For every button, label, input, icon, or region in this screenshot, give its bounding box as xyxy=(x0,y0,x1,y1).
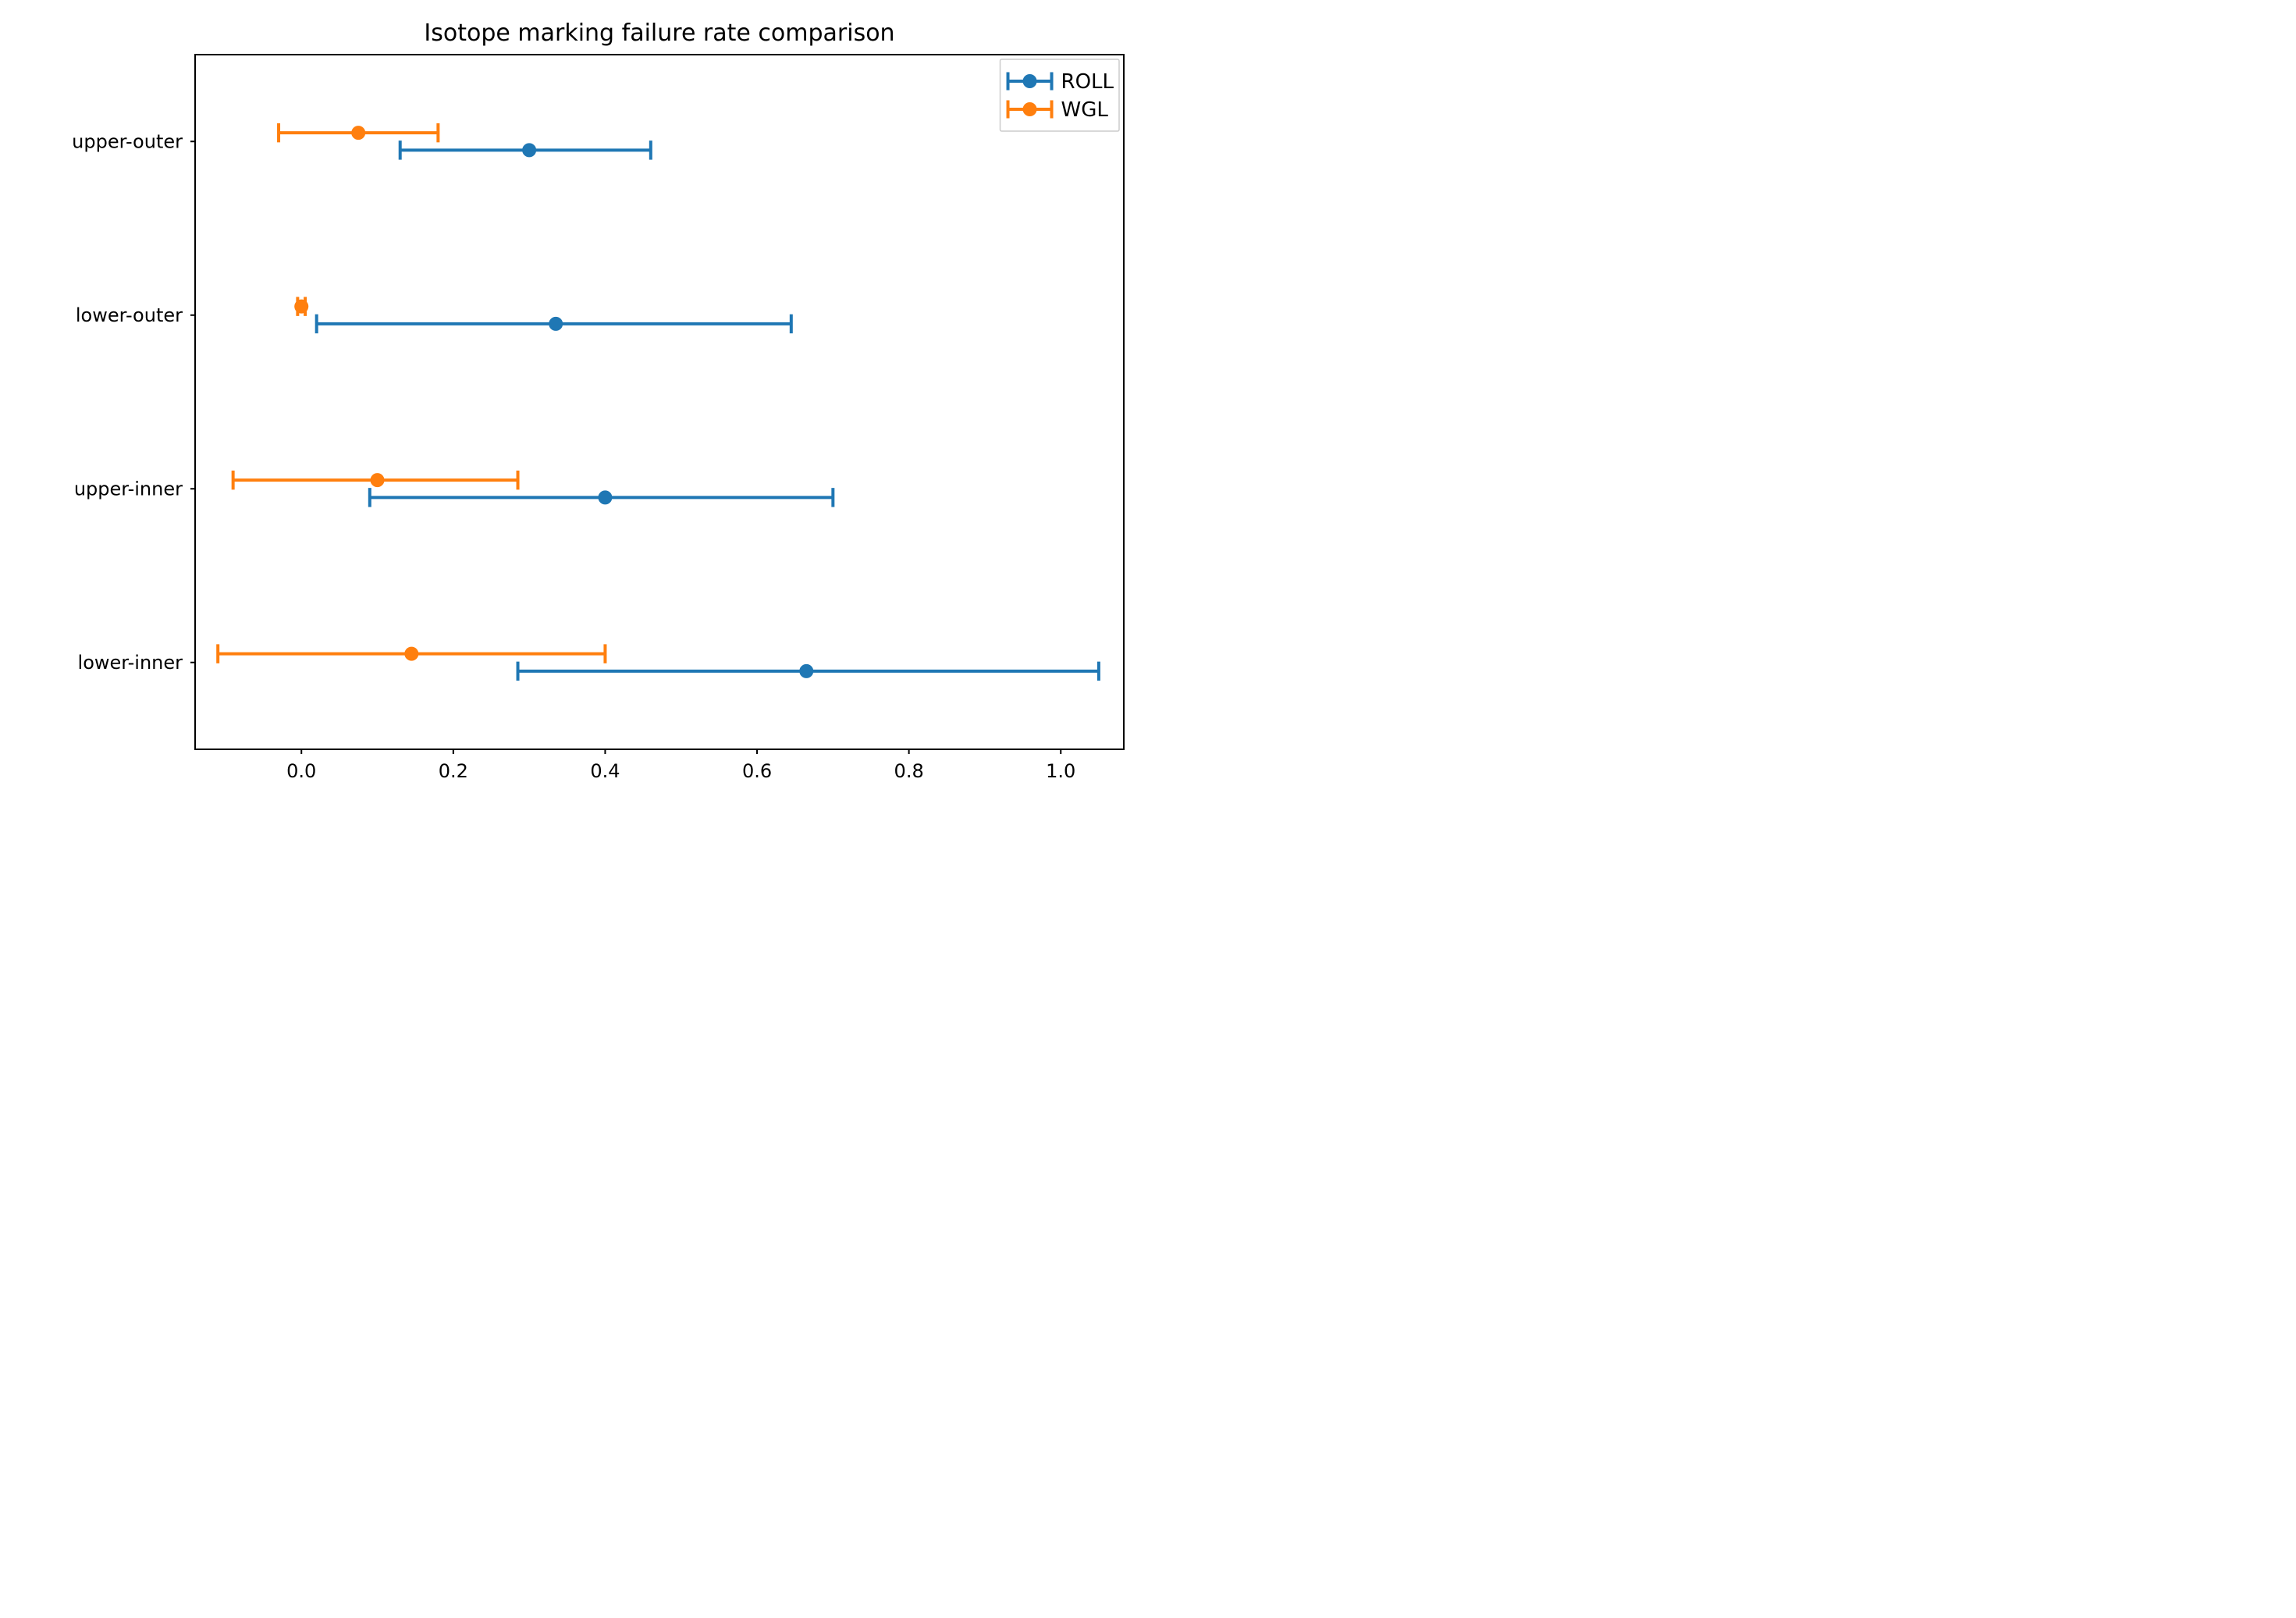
legend-label: ROLL xyxy=(1061,70,1114,94)
legend-handle-marker xyxy=(1023,102,1037,116)
marker-ROLL xyxy=(799,664,813,678)
x-tick-label: 0.6 xyxy=(742,760,772,782)
x-tick-label: 0.0 xyxy=(286,760,316,782)
plot-frame xyxy=(195,55,1124,749)
x-tick-label: 1.0 xyxy=(1046,760,1075,782)
y-tick-label: lower-inner xyxy=(78,652,183,674)
marker-WGL xyxy=(404,647,418,661)
marker-WGL xyxy=(351,126,365,140)
marker-WGL xyxy=(371,473,385,487)
errorbar-chart: Isotope marking failure rate comparison 0… xyxy=(0,0,1148,809)
chart-title: Isotope marking failure rate comparison xyxy=(424,20,894,47)
legend-handle-marker xyxy=(1023,74,1037,88)
x-tick-label: 0.4 xyxy=(590,760,620,782)
marker-ROLL xyxy=(522,143,536,157)
legend-label: WGL xyxy=(1061,98,1109,122)
y-tick-label: upper-inner xyxy=(74,478,183,500)
marker-ROLL xyxy=(549,317,563,331)
y-tick-label: lower-outer xyxy=(76,304,183,326)
x-tick-label: 0.2 xyxy=(439,760,468,782)
chart-container: Isotope marking failure rate comparison 0… xyxy=(0,0,1148,809)
marker-ROLL xyxy=(598,490,612,504)
y-tick-label: upper-outer xyxy=(72,131,183,153)
marker-WGL xyxy=(294,300,308,314)
x-tick-label: 0.8 xyxy=(894,760,924,782)
